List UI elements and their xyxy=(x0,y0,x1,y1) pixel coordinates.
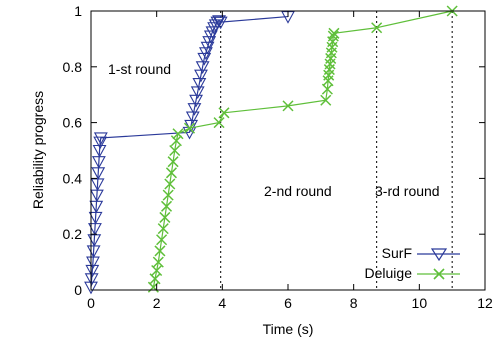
data-point-deluige xyxy=(160,200,173,212)
data-point-surf xyxy=(91,156,106,169)
data-point-surf xyxy=(92,144,107,158)
y-axis-ticks: 0 0.2 0.4 0.6 0.8 1 xyxy=(63,3,485,298)
data-point-surf xyxy=(86,256,100,270)
legend-label-deluige: Deluige xyxy=(365,265,413,281)
data-point-surf xyxy=(90,178,105,192)
data-point-surf xyxy=(203,30,218,44)
series-deluige xyxy=(147,5,458,293)
annotation-1st-round: 1-st round xyxy=(108,61,171,77)
data-point-surf xyxy=(85,264,100,278)
y-tick-label: 0.8 xyxy=(63,59,83,75)
y-tick-label: 0.4 xyxy=(63,170,83,186)
data-point-deluige xyxy=(154,245,166,257)
series-surf xyxy=(84,11,295,295)
data-point-deluige xyxy=(164,178,176,190)
y-tick-label: 0.6 xyxy=(63,115,83,131)
data-point-surf xyxy=(198,47,213,60)
annotation-2nd-round: 2-nd round xyxy=(264,183,332,199)
data-point-deluige xyxy=(165,167,177,179)
data-point-surf xyxy=(88,211,103,225)
data-point-surf xyxy=(202,36,217,49)
data-point-deluige xyxy=(151,264,163,277)
data-point-surf xyxy=(89,200,104,214)
series-layer xyxy=(84,5,458,295)
data-point-deluige xyxy=(167,156,179,168)
data-point-deluige xyxy=(371,22,383,34)
legend-marker-surf xyxy=(430,248,448,262)
data-point-surf xyxy=(213,16,228,30)
data-point-deluige xyxy=(183,122,196,134)
series-line-deluige xyxy=(152,10,453,288)
data-point-surf xyxy=(84,273,99,286)
y-tick-label: 1 xyxy=(74,3,82,19)
data-point-deluige xyxy=(157,223,169,235)
series-line-surf xyxy=(90,15,289,288)
data-point-deluige xyxy=(169,144,181,157)
data-point-deluige xyxy=(147,281,159,293)
plot-frame xyxy=(90,10,486,291)
data-point-deluige xyxy=(149,273,161,285)
x-tick-label: 12 xyxy=(477,295,493,311)
data-point-deluige xyxy=(327,30,339,42)
annotation-3rd-round: 3-rd round xyxy=(375,183,440,199)
data-point-deluige xyxy=(170,135,182,147)
x-tick-label: 10 xyxy=(412,295,428,311)
x-tick-label: 6 xyxy=(284,295,292,311)
y-axis-title: Reliability progress xyxy=(30,91,46,209)
x-axis-title: Time (s) xyxy=(263,321,314,337)
data-point-surf xyxy=(93,132,108,146)
data-point-surf xyxy=(205,26,220,40)
data-point-deluige xyxy=(162,189,174,201)
y-tick-label: 0.2 xyxy=(63,226,83,242)
data-point-surf xyxy=(200,41,215,55)
y-tick-label: 0 xyxy=(74,282,82,298)
x-tick-label: 8 xyxy=(350,295,358,311)
legend: SurF Deluige xyxy=(365,245,460,281)
data-point-deluige xyxy=(282,100,294,112)
data-point-deluige xyxy=(218,107,230,119)
data-point-surf xyxy=(212,15,226,28)
x-tick-label: 0 xyxy=(87,295,95,311)
x-tick-label: 2 xyxy=(153,295,161,311)
data-point-deluige xyxy=(172,128,184,140)
data-point-surf xyxy=(93,136,108,150)
data-point-surf xyxy=(88,223,102,236)
x-axis-ticks: 0 2 4 6 8 10 12 xyxy=(87,11,493,311)
round-divider-lines xyxy=(220,11,453,290)
data-point-surf xyxy=(91,167,106,180)
data-point-deluige xyxy=(156,234,168,246)
data-point-surf xyxy=(89,189,104,203)
data-point-deluige xyxy=(320,94,332,106)
data-point-deluige xyxy=(328,27,340,39)
data-point-surf xyxy=(197,52,212,66)
data-point-deluige xyxy=(152,256,164,268)
legend-marker-deluige xyxy=(433,268,445,280)
data-point-deluige xyxy=(213,117,225,129)
x-tick-label: 4 xyxy=(218,295,226,311)
legend-label-surf: SurF xyxy=(382,245,412,261)
data-point-deluige xyxy=(159,211,171,223)
